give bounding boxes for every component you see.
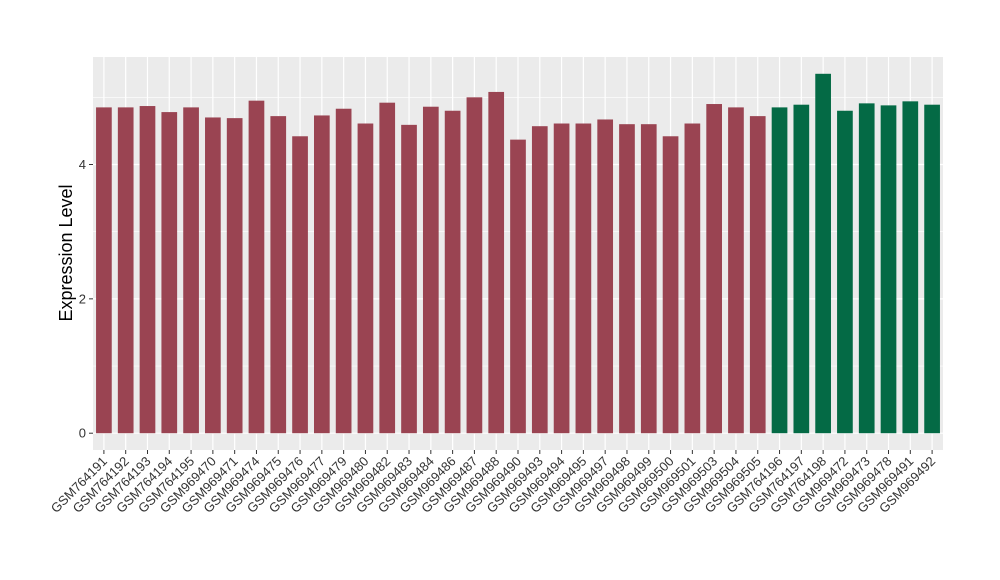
bar-gsm969505 [749, 116, 766, 434]
bar-gsm969473 [858, 103, 875, 434]
bar-gsm764192 [117, 107, 134, 434]
bar-gsm969477 [314, 115, 330, 434]
bar-gsm969483 [401, 124, 417, 434]
bar-gsm764196 [771, 107, 788, 434]
bar-gsm969482 [379, 102, 396, 434]
bar-gsm969487 [466, 97, 483, 434]
bar-gsm764194 [161, 112, 178, 434]
bar-gsm969504 [728, 107, 744, 434]
bar-gsm969480 [357, 123, 374, 434]
bar-gsm764191 [96, 107, 112, 434]
y-tick-label: 0 [79, 426, 86, 441]
bar-gsm969495 [575, 123, 592, 434]
bar-gsm764198 [815, 73, 831, 434]
bar-gsm969479 [335, 108, 352, 434]
bar-gsm969470 [205, 117, 221, 434]
bar-gsm969499 [640, 124, 657, 434]
bar-gsm764195 [183, 107, 199, 434]
bar-gsm969471 [226, 118, 243, 434]
bars [96, 73, 940, 434]
bar-gsm969472 [837, 110, 853, 434]
bar-gsm969500 [662, 136, 679, 434]
bar-gsm969474 [248, 100, 265, 434]
bar-gsm969478 [880, 105, 897, 434]
bar-gsm969501 [684, 123, 701, 434]
bar-gsm969486 [444, 110, 461, 434]
bar-gsm969490 [510, 139, 526, 434]
bar-gsm969476 [292, 136, 308, 434]
y-tick-label: 2 [79, 291, 86, 306]
y-tick-label: 4 [79, 157, 86, 172]
bar-gsm969503 [706, 104, 722, 434]
bar-gsm764193 [139, 106, 156, 434]
bar-gsm969491 [902, 101, 919, 434]
y-axis-ticks: 0 2 4 [79, 157, 93, 441]
y-axis-title: Expression Level [56, 184, 76, 321]
bar-gsm969498 [619, 124, 635, 434]
bar-gsm969494 [553, 123, 570, 434]
bar-gsm969475 [270, 116, 287, 434]
bar-gsm969488 [488, 91, 505, 434]
bar-gsm969492 [924, 104, 940, 434]
bar-gsm969484 [422, 106, 439, 434]
bar-gsm969493 [531, 126, 548, 434]
bar-gsm764197 [793, 104, 810, 434]
x-axis-ticks: GSM764191GSM764192GSM764193GSM764194GSM7… [48, 450, 938, 516]
bar-gsm969497 [597, 119, 614, 434]
